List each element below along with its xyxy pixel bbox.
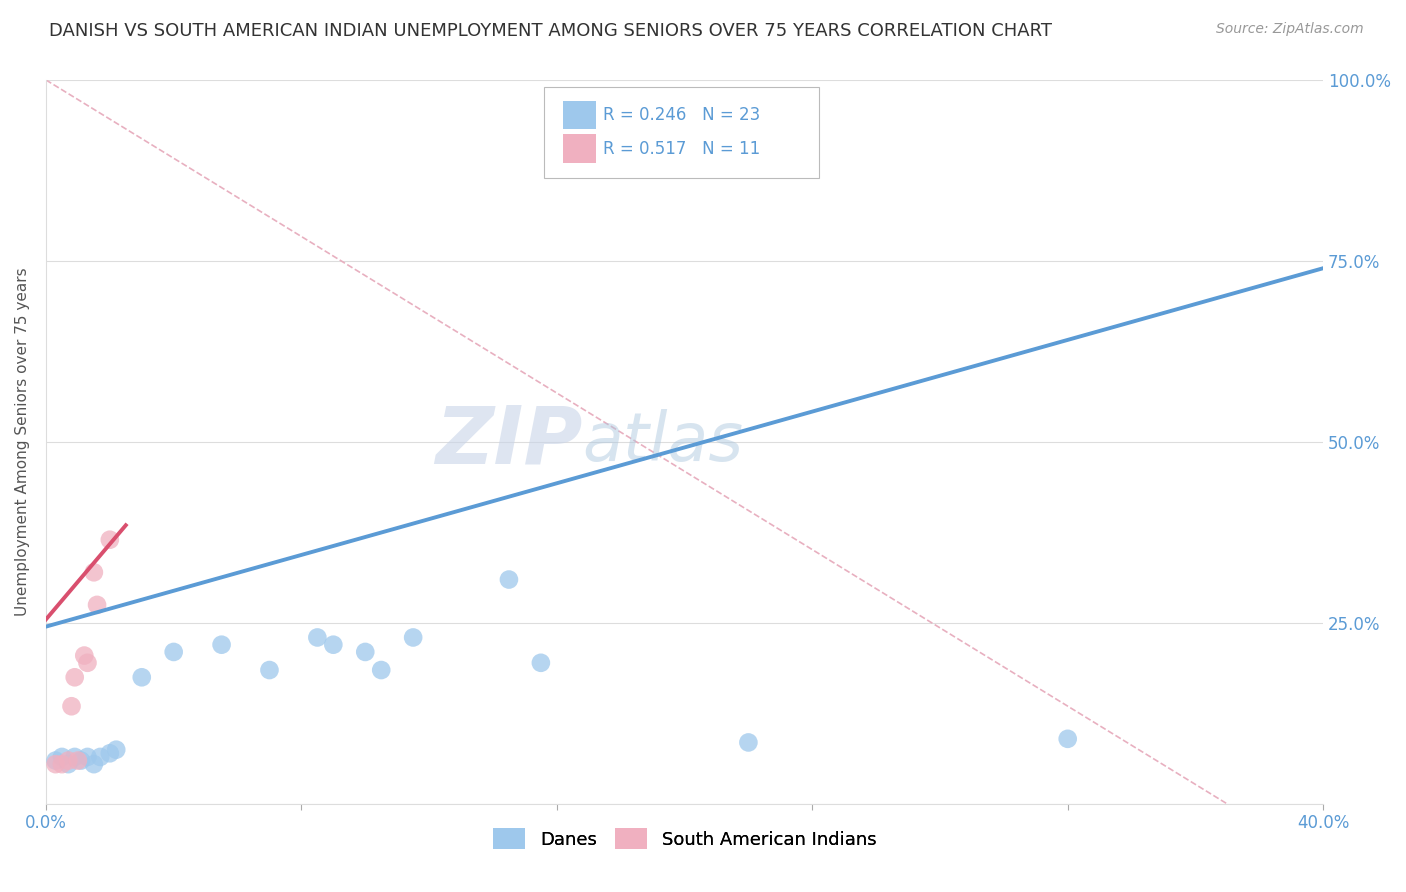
Point [70,754,93,768]
Point [58,754,80,768]
Text: DANISH VS SOUTH AMERICAN INDIAN UNEMPLOYMENT AMONG SENIORS OVER 75 YEARS CORRELA: DANISH VS SOUTH AMERICAN INDIAN UNEMPLOY… [49,22,1052,40]
Point [51,757,73,772]
Point [86,598,108,612]
Point [131,670,153,684]
Point [45,757,67,772]
Point [83,566,105,580]
Legend: Danes, South American Indians: Danes, South American Indians [485,822,883,856]
Point [498,573,520,587]
FancyBboxPatch shape [564,135,596,162]
Point [1056,731,1078,746]
Point [51,750,73,764]
FancyBboxPatch shape [564,101,596,129]
Point [354,645,377,659]
Point [402,631,425,645]
Point [73,648,96,663]
Point [105,742,128,756]
Point [63,750,86,764]
Point [370,663,392,677]
Point [58,757,80,772]
Point [98,747,121,761]
Point [83,757,105,772]
Point [737,735,759,749]
Point [63,670,86,684]
Point [76,656,98,670]
Point [76,750,98,764]
Text: R = 0.517   N = 11: R = 0.517 N = 11 [603,140,761,158]
Text: R = 0.246   N = 23: R = 0.246 N = 23 [603,106,761,125]
Point [66,754,89,768]
Point [307,631,329,645]
Point [211,638,233,652]
Point [163,645,186,659]
Text: Source: ZipAtlas.com: Source: ZipAtlas.com [1216,22,1364,37]
Text: ZIP: ZIP [434,403,582,481]
Text: atlas: atlas [582,409,744,475]
Point [259,663,281,677]
Point [45,754,67,768]
Point [89,750,111,764]
Point [530,656,553,670]
Y-axis label: Unemployment Among Seniors over 75 years: Unemployment Among Seniors over 75 years [15,268,30,616]
FancyBboxPatch shape [544,87,818,178]
Point [60,699,83,714]
Point [322,638,344,652]
Point [98,533,121,547]
